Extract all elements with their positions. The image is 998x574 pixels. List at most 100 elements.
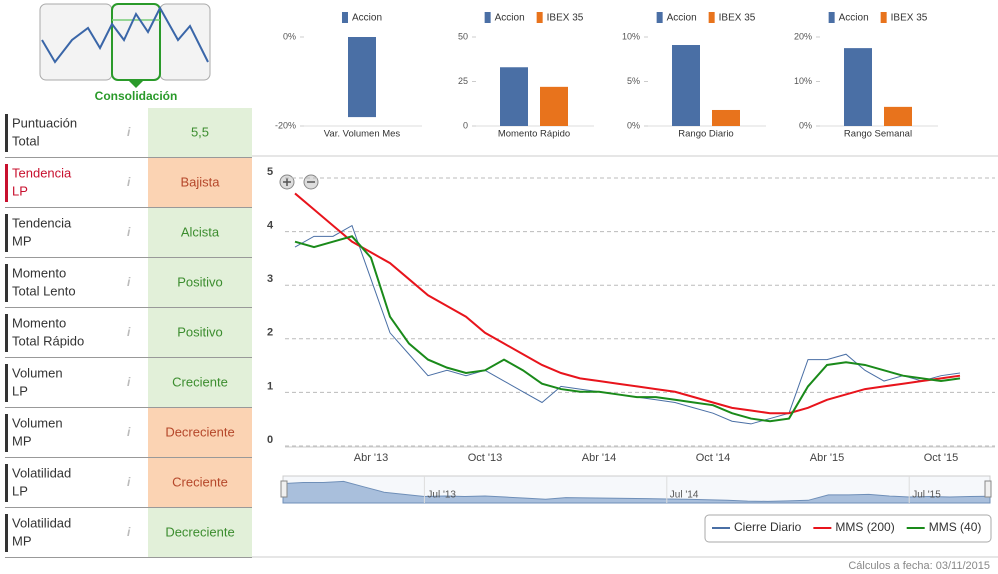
logo-panel <box>39 3 113 81</box>
info-icon: i <box>127 275 131 289</box>
info-icon: i <box>127 375 131 389</box>
info-icon: i <box>127 175 131 189</box>
row-label: MP <box>12 533 32 548</box>
x-tick-label: Oct '15 <box>924 452 959 464</box>
x-tick-label: Abr '14 <box>582 452 617 464</box>
row-marker <box>5 364 8 402</box>
row-marker <box>5 514 8 552</box>
row-label: MP <box>12 233 32 248</box>
legend-label: MMS (200) <box>835 520 894 534</box>
legend-swatch <box>880 12 887 23</box>
legend-swatch <box>484 12 491 23</box>
row-value: Creciente <box>172 374 228 389</box>
bar <box>884 106 912 126</box>
status-cell <box>148 308 252 357</box>
series-line <box>294 192 961 415</box>
status-cell <box>148 108 252 157</box>
row-marker <box>5 264 8 302</box>
legend-swatch <box>708 12 715 23</box>
legend-label: IBEX 35 <box>719 13 756 24</box>
x-tick-label: Oct '13 <box>468 452 503 464</box>
x-tick-label: Oct '14 <box>696 452 731 464</box>
status-cell <box>148 508 252 557</box>
legend-label: Accion <box>839 13 869 24</box>
legend-swatch <box>656 12 663 23</box>
row-label: LP <box>12 183 28 198</box>
legend-label: IBEX 35 <box>891 13 928 24</box>
row-marker <box>5 464 8 502</box>
row-marker <box>5 164 8 202</box>
zoom-in-icon <box>283 178 291 186</box>
navigator-label: Jul '13 <box>427 490 456 501</box>
navigator-area <box>282 480 991 504</box>
row-label: LP <box>12 383 28 398</box>
y-tick-label: 0 <box>463 120 468 130</box>
row-value: 5,5 <box>191 124 209 139</box>
legend-label: Accion <box>352 13 382 24</box>
info-icon: i <box>127 475 131 489</box>
y-tick-label: -20% <box>275 120 296 130</box>
bar <box>540 86 568 126</box>
row-label: Total Rápido <box>12 333 84 348</box>
legend-swatch <box>341 12 348 23</box>
y-tick-label: 25 <box>458 76 468 86</box>
legend-label: Accion <box>495 13 525 24</box>
row-label: Total <box>12 133 40 148</box>
legend-label: Accion <box>667 13 697 24</box>
zoom-controls <box>279 174 319 190</box>
navigator-label: Jul '14 <box>670 490 699 501</box>
logo: Consolidación <box>39 3 211 103</box>
y-tick-label: 0% <box>627 120 640 130</box>
x-tick-label: Abr '15 <box>810 452 845 464</box>
row-value: Positivo <box>177 324 223 339</box>
row-label: Volumen <box>12 365 63 380</box>
y-tick-label: 10% <box>622 31 640 41</box>
row-label: Tendencia <box>12 215 72 230</box>
info-icon: i <box>127 525 131 539</box>
navigator-handle[interactable] <box>984 480 992 498</box>
navigator-handle[interactable] <box>280 480 288 498</box>
row-label: Tendencia <box>12 165 72 180</box>
y-tick-label: 20% <box>794 31 812 41</box>
row-marker <box>5 414 8 452</box>
y-tick-label: 3 <box>267 273 273 285</box>
bar <box>672 45 700 127</box>
row-label: Volumen <box>12 415 63 430</box>
status-cell <box>148 258 252 307</box>
legend-label: Cierre Diario <box>734 520 802 534</box>
legend-swatch <box>536 12 543 23</box>
info-icon: i <box>127 225 131 239</box>
row-value: Positivo <box>177 274 223 289</box>
logo-pointer <box>128 80 144 88</box>
bar <box>348 37 376 118</box>
y-tick-label: 5% <box>627 76 640 86</box>
status-cell <box>148 358 252 407</box>
y-tick-label: 0 <box>267 434 273 446</box>
row-label: MP <box>12 433 32 448</box>
status-cell <box>148 408 252 457</box>
x-tick-label: Abr '13 <box>354 452 389 464</box>
x-tick-label: Rango Diario <box>678 129 733 140</box>
info-icon: i <box>127 425 131 439</box>
row-value: Decreciente <box>165 524 234 539</box>
bar <box>712 109 740 126</box>
row-marker <box>5 314 8 352</box>
x-tick-label: Var. Volumen Mes <box>324 129 401 140</box>
row-label: Momento <box>12 265 66 280</box>
status-cell <box>148 158 252 207</box>
row-marker <box>5 114 8 152</box>
row-value: Bajista <box>180 174 220 189</box>
y-tick-label: 0% <box>799 120 812 130</box>
x-tick-label: Rango Semanal <box>844 129 912 140</box>
y-tick-label: 10% <box>794 76 812 86</box>
y-tick-label: 1 <box>267 380 273 392</box>
navigator-label: Jul '15 <box>912 490 941 501</box>
bar <box>500 67 528 126</box>
legend-label: IBEX 35 <box>547 13 584 24</box>
logo-panel <box>159 3 211 81</box>
y-tick-label: 4 <box>267 220 274 232</box>
row-value: Decreciente <box>165 424 234 439</box>
row-label: Total Lento <box>12 283 76 298</box>
y-tick-label: 50 <box>458 31 468 41</box>
